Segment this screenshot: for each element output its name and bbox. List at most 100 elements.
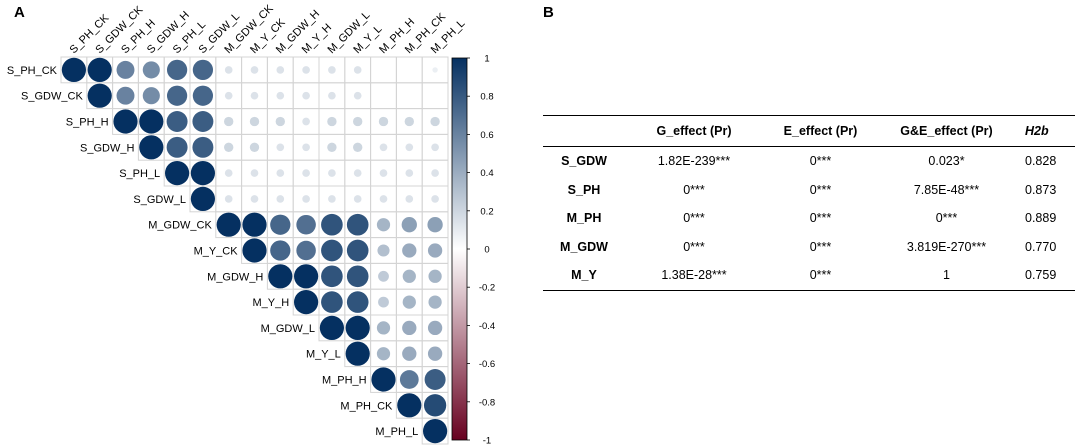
correlation-circle [379, 169, 388, 177]
correlation-circle [399, 370, 419, 389]
correlation-circle [327, 116, 337, 127]
correlation-circle [379, 143, 388, 152]
ge-effect-cell: 0.023* [928, 154, 965, 169]
statistics-table-panel: G_effect (Pr) E_effect (Pr) G&E_effect (… [543, 115, 1075, 291]
correlation-circle [302, 195, 310, 203]
grid-cell [395, 56, 423, 84]
correlation-circle [139, 135, 164, 160]
g-effect-cell: 1.82E-239*** [657, 154, 731, 169]
correlation-circle [224, 142, 234, 152]
correlation-circle [296, 214, 316, 235]
table-row: M_GDW 0*** 0*** 3.819E-270*** 0.770 [543, 233, 1075, 262]
grid-cell [370, 56, 397, 84]
correlation-circle [321, 291, 343, 313]
table-row: S_PH 0*** 0*** 7.85E-48*** 0.873 [543, 176, 1075, 205]
correlation-circle [345, 341, 370, 366]
colorbar [451, 57, 468, 441]
correlation-circle [296, 240, 316, 261]
colorbar-tick-label: -0.2 [479, 283, 495, 294]
correlation-circle [216, 212, 241, 237]
e-effect-cell: 0*** [809, 211, 832, 226]
correlation-circle [224, 66, 233, 74]
correlation-circle [270, 214, 291, 235]
row-label: M_GDW_H [207, 271, 263, 283]
correlation-circle [376, 218, 391, 232]
correlation-circle [397, 393, 422, 418]
correlation-circle [224, 195, 233, 203]
correlation-circle [424, 369, 446, 390]
table-row: M_Y 1.38E-28*** 0*** 1 0.759 [543, 261, 1075, 290]
correlation-circle [116, 60, 135, 79]
table-header-ge-effect: G&E_effect (Pr) [900, 124, 993, 138]
h2b-cell: 0.889 [1025, 211, 1057, 226]
colorbar-tick-label: -0.4 [479, 321, 495, 332]
correlation-circle [423, 419, 448, 444]
row-label: S_PH [567, 182, 601, 197]
correlation-circle [346, 213, 369, 236]
h2b-cell: 0.828 [1025, 154, 1057, 169]
table-header-empty [543, 116, 625, 147]
correlation-circle [250, 169, 259, 177]
correlation-circle [405, 143, 414, 152]
correlation-circle [376, 321, 391, 335]
table-header-row: G_effect (Pr) E_effect (Pr) G&E_effect (… [543, 115, 1075, 147]
row-label: M_GDW [560, 239, 608, 254]
colorbar-tick-label: -0.6 [479, 359, 495, 370]
correlation-circle [224, 116, 234, 127]
correlation-circle [402, 295, 416, 309]
correlation-circle [353, 66, 362, 74]
statistics-table: G_effect (Pr) E_effect (Pr) G&E_effect (… [543, 115, 1075, 291]
row-label: S_PH_CK [7, 65, 58, 77]
correlation-circle [379, 195, 388, 203]
correlation-circle [328, 91, 336, 100]
correlation-circle [405, 169, 414, 177]
row-label: S_GDW_CK [21, 91, 83, 103]
row-label: M_GDW_L [261, 323, 315, 335]
correlation-circle [87, 83, 112, 108]
ge-effect-cell: 7.85E-48*** [913, 182, 980, 197]
panel-b-label: B [543, 4, 554, 21]
correlation-circle [166, 111, 188, 132]
correlation-circle [192, 136, 214, 158]
correlation-circle [87, 57, 112, 82]
correlation-circle [142, 61, 160, 79]
correlation-circle [405, 195, 414, 203]
correlation-circle [192, 111, 214, 132]
correlation-circle [302, 91, 310, 100]
correlation-circle [242, 238, 267, 263]
correlation-circle [376, 347, 391, 361]
correlation-circle [319, 315, 344, 340]
correlation-circle [346, 239, 369, 262]
row-label: M_Y_L [306, 349, 341, 361]
colorbar-tick-label: 0 [484, 245, 489, 256]
colorbar-tick-label: 0.8 [480, 92, 493, 103]
correlation-circle [328, 195, 336, 203]
correlation-circle [431, 169, 439, 177]
row-label: M_PH_L [375, 426, 418, 438]
correlation-circle [427, 243, 443, 258]
table-header-h2b: H2b [1025, 124, 1049, 138]
correlation-circle [249, 142, 260, 152]
correlation-circle [427, 217, 443, 233]
correlation-circle [294, 264, 319, 289]
correlation-circle [190, 161, 215, 186]
correlation-circle [328, 169, 336, 177]
correlation-circle [427, 320, 443, 336]
ge-effect-cell: 3.819E-270*** [906, 239, 987, 254]
correlation-circle [276, 169, 285, 177]
e-effect-cell: 0*** [809, 268, 832, 283]
colorbar-tick-label: 0.2 [480, 206, 493, 217]
e-effect-cell: 0*** [809, 182, 832, 197]
g-effect-cell: 0*** [683, 239, 705, 254]
correlation-circle [250, 195, 259, 203]
e-effect-cell: 0*** [809, 154, 832, 169]
correlation-circle [276, 91, 285, 100]
row-label: M_PH_H [322, 375, 367, 387]
correlation-circle [402, 243, 417, 258]
correlation-circle [378, 116, 389, 127]
correlation-circle [423, 394, 447, 417]
correlation-circle [275, 116, 285, 127]
correlation-circle [431, 195, 439, 203]
ge-effect-cell: 0*** [935, 211, 958, 226]
